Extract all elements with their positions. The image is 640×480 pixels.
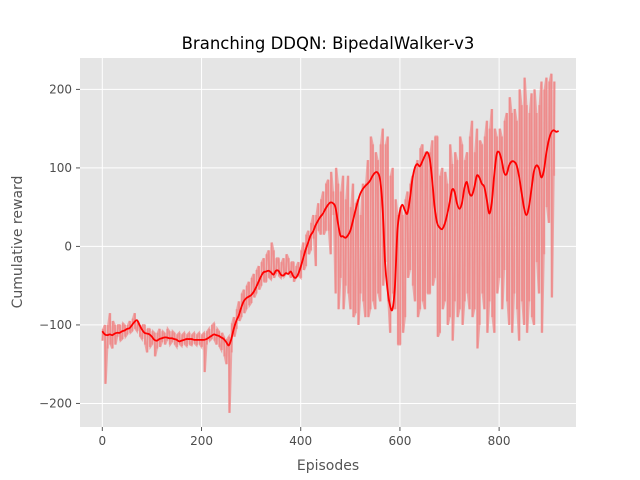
- y-tick-label: −100: [39, 318, 72, 332]
- smoothed-reward-series: [101, 129, 559, 347]
- x-axis-ticks: 0 200 400 600 800: [98, 427, 511, 448]
- x-tick-label: 200: [190, 434, 213, 448]
- x-axis-title: Episodes: [297, 458, 359, 474]
- y-tick-label: 200: [49, 82, 72, 96]
- y-tick-label: 100: [49, 161, 72, 175]
- x-tick-label: 800: [488, 434, 511, 448]
- smoothed-reward-line: [101, 129, 559, 347]
- y-axis-title: Cumulative reward: [10, 176, 26, 309]
- y-tick-label: 0: [64, 239, 72, 253]
- x-tick-label: 400: [289, 434, 312, 448]
- y-axis-ticks: −200 −100 0 100 200: [39, 82, 80, 410]
- plot-background: [80, 58, 576, 427]
- chart-title: Branching DDQN: BipedalWalker-v3: [182, 34, 475, 53]
- x-tick-label: 600: [388, 434, 411, 448]
- y-tick-label: −200: [39, 396, 72, 410]
- x-tick-label: 0: [98, 434, 106, 448]
